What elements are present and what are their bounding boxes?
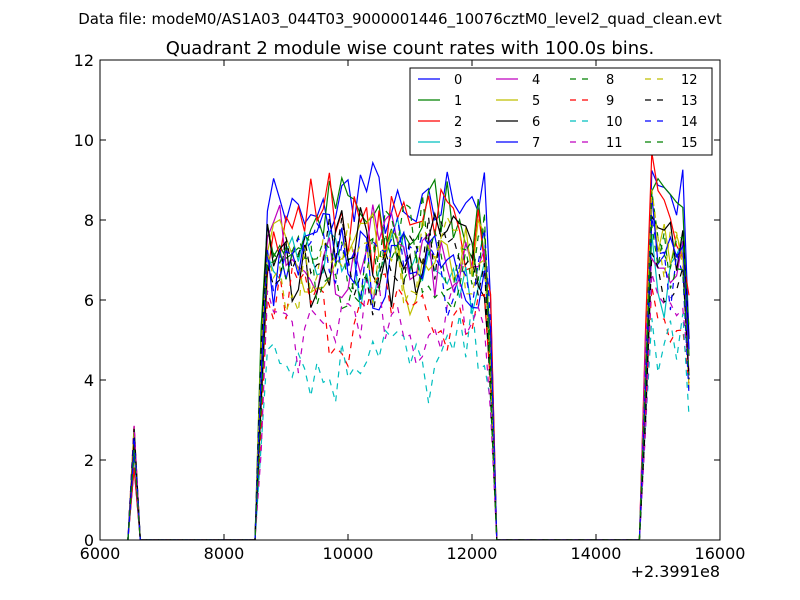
legend-label-0: 0	[454, 73, 462, 88]
legend-label-1: 1	[454, 94, 462, 109]
x-tick-label: 16000	[695, 544, 746, 563]
series-line-6	[127, 207, 690, 540]
series-line-4	[127, 204, 690, 540]
series-line-2	[127, 152, 690, 540]
y-tick-label: 6	[84, 291, 94, 310]
series-line-8	[127, 191, 690, 540]
series-line-9	[127, 265, 690, 540]
chart-title: Quadrant 2 module wise count rates with …	[166, 38, 655, 59]
legend-box	[409, 67, 713, 156]
legend-label-12: 12	[681, 73, 698, 88]
legend-label-2: 2	[454, 115, 462, 130]
x-tick-label: 6000	[80, 544, 121, 563]
series-line-15	[127, 208, 690, 540]
series-line-12	[127, 189, 690, 540]
legend-label-7: 7	[532, 136, 540, 151]
y-tick-label: 10	[74, 131, 94, 150]
legend-label-6: 6	[532, 115, 540, 130]
y-tick-label: 12	[74, 51, 94, 70]
legend-label-5: 5	[532, 94, 540, 109]
x-offset-label: +2.3991e8	[631, 562, 720, 581]
series-line-0	[127, 160, 690, 540]
legend-label-11: 11	[606, 136, 623, 151]
x-tick-label: 12000	[447, 544, 498, 563]
legend-label-13: 13	[681, 94, 698, 109]
series-line-10	[127, 302, 690, 540]
x-tick-label: 14000	[571, 544, 622, 563]
legend-label-3: 3	[454, 136, 462, 151]
chart-suptitle: Data file: modeM0/AS1A03_044T03_90000014…	[78, 10, 722, 29]
legend-label-4: 4	[532, 73, 540, 88]
series-line-14	[127, 216, 690, 540]
y-tick-label: 4	[84, 371, 94, 390]
y-tick-label: 8	[84, 211, 94, 230]
y-tick-label: 2	[84, 451, 94, 470]
series-line-11	[127, 273, 690, 540]
x-tick-label: 10000	[323, 544, 374, 563]
series-line-13	[127, 217, 690, 540]
y-tick-label: 0	[84, 531, 94, 550]
legend-label-10: 10	[606, 115, 623, 130]
series-line-5	[127, 196, 690, 540]
legend-label-15: 15	[681, 136, 698, 151]
legend-label-8: 8	[606, 73, 614, 88]
legend-label-9: 9	[606, 94, 614, 109]
legend-label-14: 14	[681, 115, 698, 130]
series-layer	[127, 152, 690, 540]
x-tick-label: 8000	[204, 544, 245, 563]
